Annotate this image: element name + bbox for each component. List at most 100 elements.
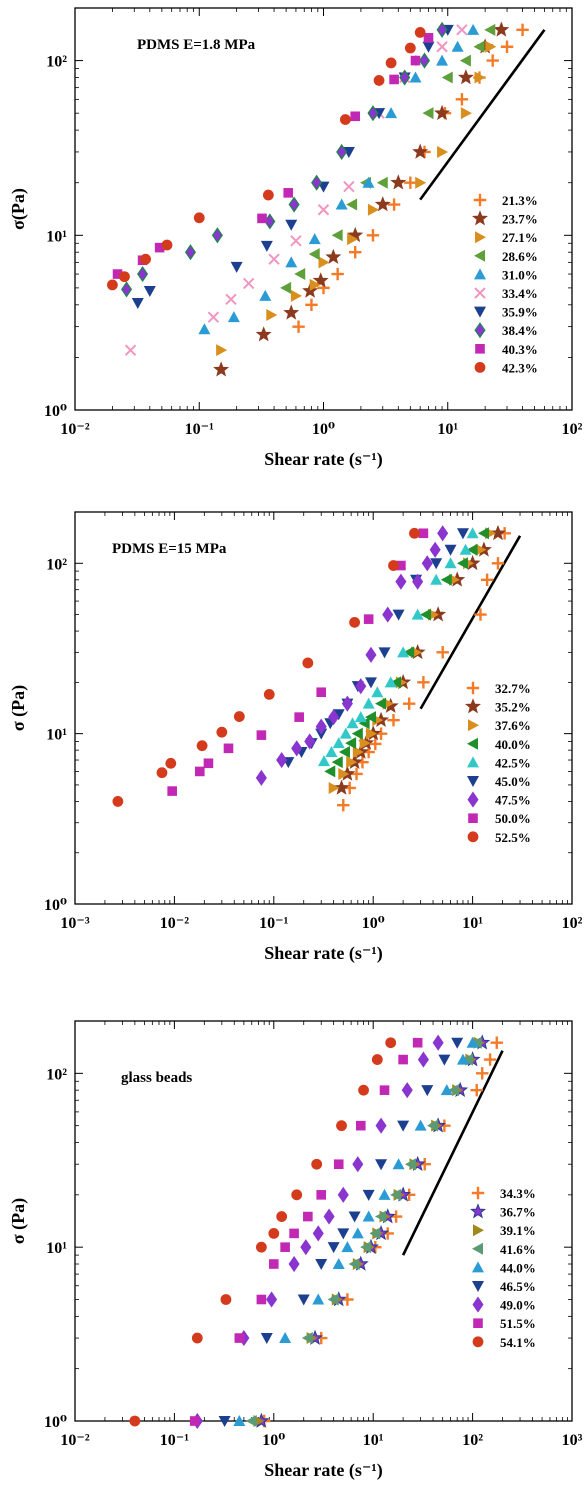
data-point bbox=[351, 727, 363, 740]
data-point bbox=[430, 558, 443, 570]
data-point bbox=[328, 781, 340, 794]
data-point bbox=[339, 727, 352, 739]
data-point bbox=[193, 212, 205, 224]
data-point bbox=[432, 1034, 444, 1051]
x-axis-label: Shear rate (s⁻¹) bbox=[264, 1460, 383, 1481]
series-49.0% bbox=[191, 1034, 444, 1430]
data-point bbox=[339, 114, 351, 125]
legend-marker bbox=[474, 287, 486, 299]
x-tick-label: 10² bbox=[562, 915, 583, 932]
data-point bbox=[184, 244, 197, 261]
y-tick-label: 10¹ bbox=[46, 727, 67, 744]
data-point bbox=[421, 555, 433, 572]
series-50.0% bbox=[167, 528, 429, 796]
data-point bbox=[397, 1120, 410, 1132]
legend-label: 45.0% bbox=[495, 774, 531, 789]
legend-marker bbox=[473, 193, 487, 207]
ticks bbox=[74, 7, 573, 411]
data-point bbox=[427, 1119, 439, 1132]
data-point bbox=[156, 767, 168, 779]
data-point bbox=[294, 268, 306, 281]
data-point bbox=[349, 616, 361, 628]
ticks bbox=[74, 1020, 573, 1422]
data-point bbox=[409, 527, 420, 539]
series-51.5% bbox=[189, 1037, 423, 1426]
panel-2: 10⁻³ 10⁻² 10⁻¹ 10⁰ 10¹ 10² 10⁰ 10¹ 10² Shear rate… bbox=[8, 511, 583, 964]
data-point bbox=[213, 361, 230, 377]
data-point bbox=[473, 40, 485, 53]
data-point bbox=[491, 557, 505, 570]
data-point bbox=[436, 54, 449, 66]
data-point bbox=[290, 235, 302, 247]
data-point bbox=[349, 246, 362, 259]
data-point bbox=[434, 104, 451, 120]
panel-1: 10⁻² 10⁻¹ 10⁰ 10¹ 10² 10⁰ 10¹ 10² Shear rate (s⁻… bbox=[8, 7, 583, 470]
data-point bbox=[485, 40, 497, 53]
legend-marker bbox=[472, 1281, 484, 1292]
data-point bbox=[375, 1117, 387, 1134]
data-point bbox=[411, 608, 424, 620]
data-point bbox=[341, 695, 353, 712]
data-point bbox=[216, 344, 228, 357]
legend-label: 52.5% bbox=[495, 830, 531, 845]
data-point bbox=[429, 541, 441, 558]
series-52.5% bbox=[112, 527, 420, 807]
data-point bbox=[404, 176, 417, 189]
data-point bbox=[474, 71, 486, 84]
data-point bbox=[308, 233, 321, 245]
data-point bbox=[167, 786, 177, 796]
data-point bbox=[352, 1156, 364, 1173]
data-point bbox=[378, 1188, 391, 1200]
x-tick-label: 10⁻² bbox=[60, 1432, 89, 1449]
data-point bbox=[337, 799, 350, 812]
data-point bbox=[336, 143, 348, 161]
legend-label: 23.7% bbox=[502, 212, 538, 227]
data-point bbox=[317, 204, 330, 216]
data-point bbox=[338, 746, 350, 759]
data-point bbox=[385, 107, 398, 119]
data-point bbox=[375, 1210, 387, 1223]
data-point bbox=[234, 1333, 245, 1343]
data-point bbox=[364, 711, 376, 724]
data-point bbox=[119, 271, 130, 283]
data-point bbox=[189, 1416, 200, 1426]
legend-label: 49.0% bbox=[500, 1298, 536, 1313]
legend-label: 32.7% bbox=[495, 681, 531, 696]
data-point bbox=[440, 1084, 453, 1096]
data-point bbox=[107, 279, 118, 291]
series-44.0% bbox=[233, 1036, 479, 1426]
legend-label: 39.1% bbox=[500, 1223, 536, 1238]
data-point bbox=[384, 676, 397, 688]
data-point bbox=[444, 557, 457, 569]
data-point bbox=[280, 1242, 290, 1252]
data-point bbox=[418, 52, 431, 69]
y-axis-label: σ (Pa) bbox=[8, 1198, 29, 1244]
data-point bbox=[216, 726, 228, 738]
x-tick-label: 10⁻³ bbox=[60, 915, 89, 932]
y-tick-label: 10² bbox=[46, 54, 67, 71]
data-point bbox=[341, 1241, 354, 1253]
data-point bbox=[436, 646, 449, 659]
series-38.4% bbox=[121, 21, 448, 298]
series-40.3% bbox=[112, 33, 434, 279]
data-point bbox=[382, 606, 394, 623]
data-point bbox=[402, 697, 416, 710]
series-42.5% bbox=[318, 527, 479, 767]
data-point bbox=[255, 1241, 267, 1253]
data-point bbox=[466, 543, 478, 556]
data-point bbox=[414, 1119, 427, 1131]
data-point bbox=[242, 277, 255, 290]
legend-label: 35.2% bbox=[495, 700, 531, 715]
data-point bbox=[399, 69, 411, 86]
data-point bbox=[437, 525, 449, 542]
data-point bbox=[194, 766, 205, 777]
data-point bbox=[367, 105, 379, 122]
data-point bbox=[395, 573, 407, 590]
data-point bbox=[396, 560, 406, 571]
data-point bbox=[470, 1083, 483, 1097]
x-tick-label: 10⁻¹ bbox=[160, 1432, 189, 1449]
legend: 32.7% 35.2% 37.6% 40.0% 42.5% 45.0% 47.5% 50.0%… bbox=[465, 681, 531, 845]
data-point bbox=[315, 1259, 328, 1271]
data-point bbox=[398, 1054, 408, 1065]
data-point bbox=[323, 1208, 335, 1225]
